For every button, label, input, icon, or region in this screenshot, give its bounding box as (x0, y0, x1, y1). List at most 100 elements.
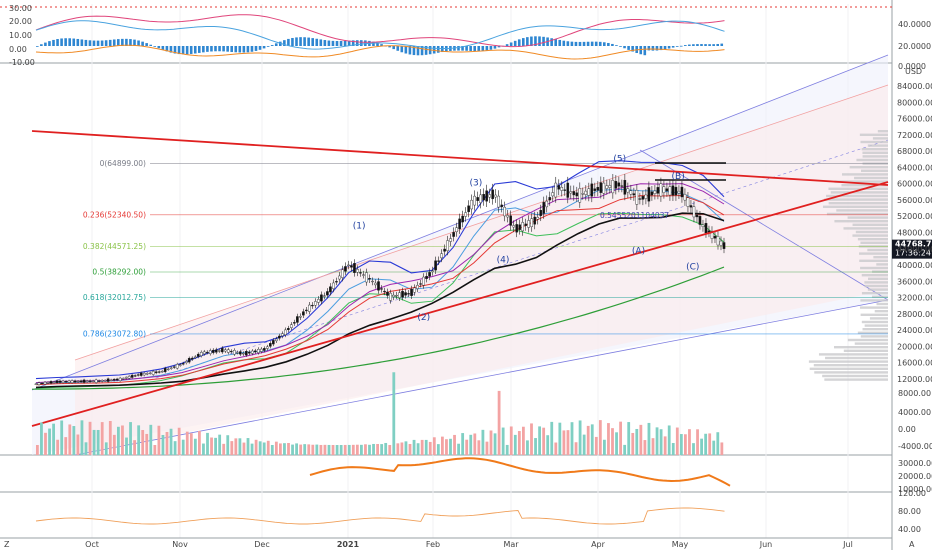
candle-body (82, 379, 86, 383)
candle-body (211, 349, 215, 353)
candle-body (34, 383, 38, 385)
price-tick: 16000.00 (897, 359, 932, 368)
candle-body (136, 374, 140, 376)
volume-bar (222, 443, 226, 455)
time-tick: 2021 (337, 540, 360, 549)
volume-bar (372, 443, 375, 455)
volume-bar (380, 444, 384, 455)
volume-profile-bar (867, 144, 888, 147)
candle-body (449, 238, 452, 242)
candle-body (154, 371, 158, 374)
volume-bar (720, 442, 724, 455)
volume-profile-bar (860, 313, 888, 316)
top-indicator-bar (570, 41, 574, 46)
candle-body (371, 280, 374, 283)
top-indicator-bar (339, 40, 343, 46)
volume-profile-bar (876, 263, 888, 266)
candle-body (43, 381, 47, 385)
volume-bar (311, 444, 315, 455)
top-indicator-bar (52, 39, 55, 46)
top-indicator-bar (562, 40, 566, 46)
osc1-tick: 20000.00 (898, 472, 932, 481)
candle-body (548, 197, 552, 201)
candle-body (160, 371, 164, 373)
price-tick: 76000.00 (897, 115, 932, 124)
osc2-line (35, 507, 725, 525)
candle-body (320, 294, 323, 302)
candle-body (713, 235, 717, 239)
candle-body (374, 282, 377, 286)
top-indicator-bar (558, 39, 562, 46)
candle-body (593, 188, 597, 191)
candle-body (521, 222, 525, 232)
candle-body (335, 281, 338, 283)
top-indicator-bar (299, 37, 302, 46)
volume-bar (428, 441, 432, 455)
candle-body (401, 290, 404, 298)
top-indicator-bar (133, 39, 136, 46)
top-indicator-bar (347, 40, 351, 46)
candle-body (515, 224, 518, 233)
volume-bar (108, 420, 112, 455)
candle-body (551, 192, 555, 197)
volume-profile-bar (854, 176, 888, 180)
osc1-tick: 30000.00 (898, 459, 932, 468)
volume-bar (582, 434, 586, 455)
candle-body (683, 194, 687, 201)
volume-bar (408, 443, 412, 455)
candle-body (64, 381, 68, 383)
ma-200-green (32, 266, 725, 390)
oscillator-1-pane: 30000.00 20000.00 10000.00 (309, 457, 932, 494)
volume-profile-bar (867, 248, 888, 252)
volume-bar (266, 440, 270, 455)
volume-bar (700, 438, 703, 455)
volume-profile-bar (828, 202, 888, 205)
top-indicator-bar (416, 46, 420, 56)
candle-body (208, 350, 212, 354)
candle-body (254, 350, 257, 353)
top-indicator-bar (331, 40, 335, 46)
volume-bar (355, 444, 359, 455)
candle-body (383, 290, 386, 293)
candle-body (599, 182, 603, 193)
top-indicator-bar (206, 46, 209, 52)
top-indicator-bar (121, 38, 124, 46)
candle-body (626, 188, 630, 193)
candle-body (644, 194, 648, 199)
volume-profile-bar (849, 166, 888, 169)
channel-mid-red (74, 84, 889, 361)
top-indicator-bar (92, 40, 96, 46)
top-indicator-bar (307, 37, 310, 46)
volume-bar (400, 442, 404, 455)
volume-profile-bar (826, 212, 888, 216)
volume-bar (250, 443, 254, 455)
volume-tick: -4000.00 (898, 442, 932, 451)
candle-body (46, 382, 50, 384)
top-indicator-bar (343, 40, 347, 46)
volume-profile-bar (814, 371, 888, 374)
volume-bar (48, 428, 51, 455)
volume-bar (36, 445, 39, 455)
top-indicator-bar (189, 46, 193, 54)
candle-body (79, 380, 83, 383)
volume-bar (522, 426, 525, 455)
top-indicator-bar (465, 46, 468, 51)
candle-body (629, 190, 633, 195)
volume-bar (696, 429, 699, 455)
trend-lines: 0.5455201104037 (31, 130, 889, 427)
volume-bar (218, 434, 222, 455)
volume-bar (384, 442, 388, 455)
fib-level-label: 0.5(38292.00) (92, 268, 146, 277)
top-indicator-bar (108, 39, 112, 46)
candle-body (386, 291, 389, 296)
candle-body (518, 224, 522, 230)
candle-body (722, 242, 726, 249)
top-indicator-bar (578, 41, 582, 46)
volume-profile (808, 130, 888, 381)
candle-body (395, 295, 398, 297)
volume-bar (157, 425, 161, 455)
top-indicator-bar (112, 39, 116, 46)
volume-bar (526, 440, 529, 455)
volume-bar (416, 443, 420, 455)
